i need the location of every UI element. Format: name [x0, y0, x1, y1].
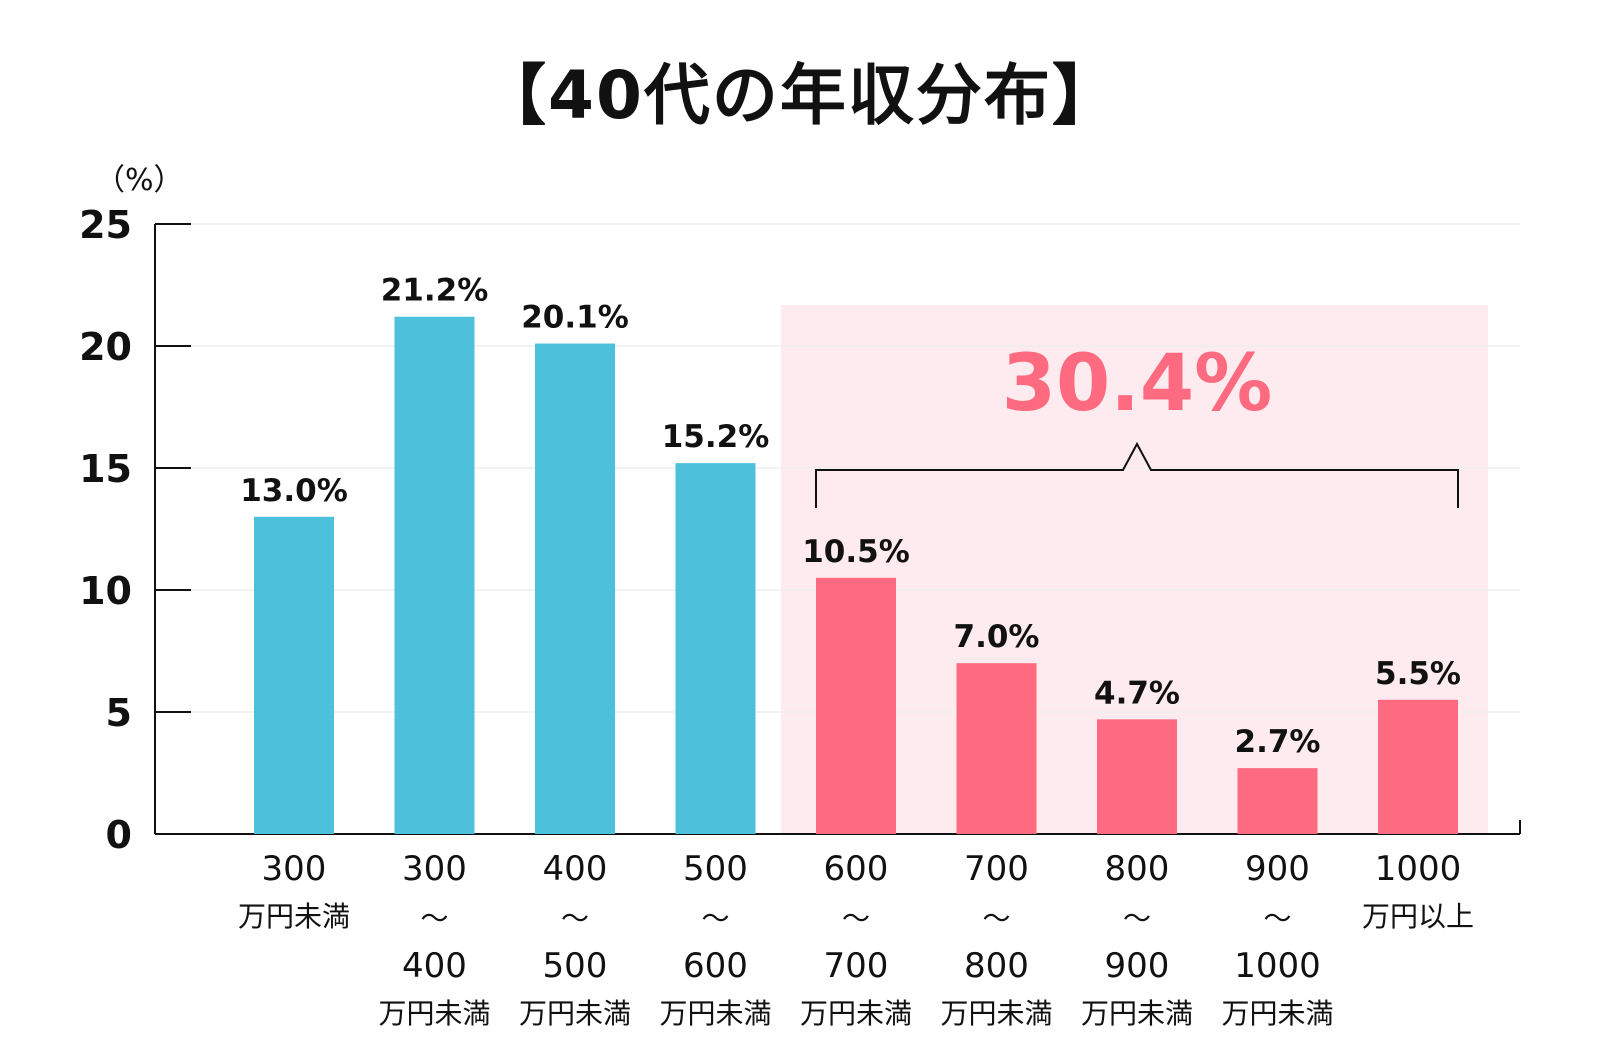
y-tick-label: 5 [106, 691, 132, 735]
bar [1237, 768, 1318, 834]
bar [1097, 719, 1177, 834]
x-tick-label: 900 [1105, 946, 1170, 986]
bar [816, 577, 896, 834]
x-tick-label: 400 [543, 849, 608, 889]
chart-title: 【40代の年収分布】 [480, 57, 1120, 134]
highlight-total-label: 30.4% [1002, 339, 1273, 429]
x-tick-label: 300 [262, 849, 327, 889]
x-tick-label: 500 [543, 946, 608, 986]
data-label: 15.2% [662, 419, 770, 455]
x-tick-label: 600 [824, 849, 889, 889]
x-tick-unit: 万円未満 [519, 997, 631, 1030]
data-label: 21.2% [381, 273, 489, 309]
y-tick-label: 10 [79, 569, 132, 613]
bar [1378, 699, 1458, 834]
bar [956, 663, 1037, 834]
x-tick-label: 800 [964, 946, 1029, 986]
x-tick-label: 700 [964, 849, 1029, 889]
x-tick-label: 1000 [1375, 849, 1462, 889]
x-tick-unit: 万円未満 [659, 997, 771, 1030]
bar [535, 343, 615, 834]
x-tick-label: 900 [1245, 849, 1310, 889]
x-tick-label: 300 [402, 849, 467, 889]
x-tick-label: 800 [1105, 849, 1170, 889]
x-tick-range-sign: 〜 [1263, 902, 1291, 935]
x-tick-range-sign: 〜 [701, 902, 729, 935]
x-tick-label: 1000 [1234, 946, 1321, 986]
x-tick-range-sign: 〜 [561, 902, 589, 935]
x-tick-range-sign: 〜 [1123, 902, 1151, 935]
bar [254, 516, 334, 834]
data-label: 10.5% [802, 534, 910, 570]
x-tick-label: 400 [402, 946, 467, 986]
data-label: 2.7% [1235, 724, 1321, 760]
x-tick-unit: 万円未満 [378, 997, 490, 1030]
x-tick-label: 500 [683, 849, 748, 889]
x-tick-range-sign: 〜 [982, 902, 1010, 935]
bar [675, 463, 756, 834]
x-tick-unit: 万円未満 [940, 997, 1052, 1030]
data-label: 7.0% [954, 619, 1040, 655]
x-tick-label: 600 [683, 946, 748, 986]
data-label: 4.7% [1094, 675, 1180, 711]
x-tick-unit: 万円以上 [1362, 900, 1474, 933]
bar [394, 316, 475, 835]
x-tick-range-sign: 〜 [420, 902, 448, 935]
data-label: 13.0% [240, 473, 348, 509]
x-tick-unit: 万円未満 [1221, 997, 1333, 1030]
x-tick-unit: 万円未満 [1081, 997, 1193, 1030]
data-label: 20.1% [521, 300, 629, 336]
y-tick-label: 20 [79, 325, 132, 369]
data-label: 5.5% [1375, 656, 1461, 692]
y-tick-label: 25 [79, 203, 132, 247]
x-tick-unit: 万円未満 [800, 997, 912, 1030]
x-tick-label: 700 [824, 946, 889, 986]
x-tick-unit: 万円未満 [238, 900, 350, 933]
x-tick-range-sign: 〜 [842, 902, 870, 935]
y-tick-label: 0 [106, 813, 132, 857]
y-tick-label: 15 [79, 447, 132, 491]
highlight-bracket [815, 441, 1459, 508]
y-axis-unit: （%） [95, 163, 184, 198]
